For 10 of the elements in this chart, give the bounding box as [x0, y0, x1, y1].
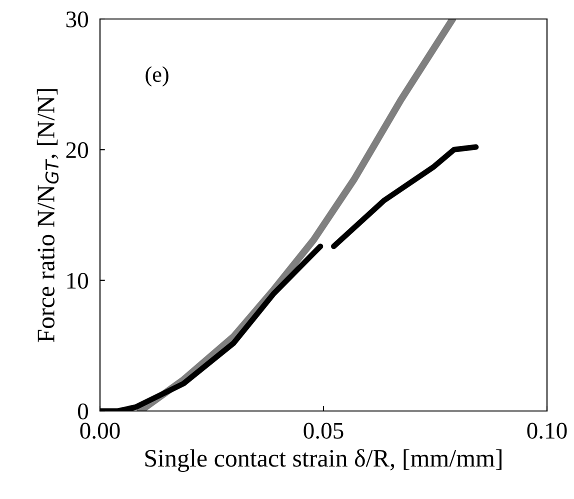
y-tick-label: 10	[67, 272, 88, 289]
y-tick-label: 30	[66, 11, 88, 28]
x-tick-label: 0.05	[304, 422, 344, 439]
y-tick-label: 0	[78, 403, 88, 420]
x-axis-title: Single contact strain δ/R, [mm/mm]	[145, 449, 502, 472]
y-tick-label: 20	[66, 142, 88, 158]
y-axis-title: Force ratio N/N$_{GT}$, [N/N]	[36, 89, 59, 342]
x-tick-label: 0.00	[80, 422, 120, 439]
annotation: (e)	[146, 66, 168, 86]
x-tick-label: 0.10	[527, 422, 567, 439]
